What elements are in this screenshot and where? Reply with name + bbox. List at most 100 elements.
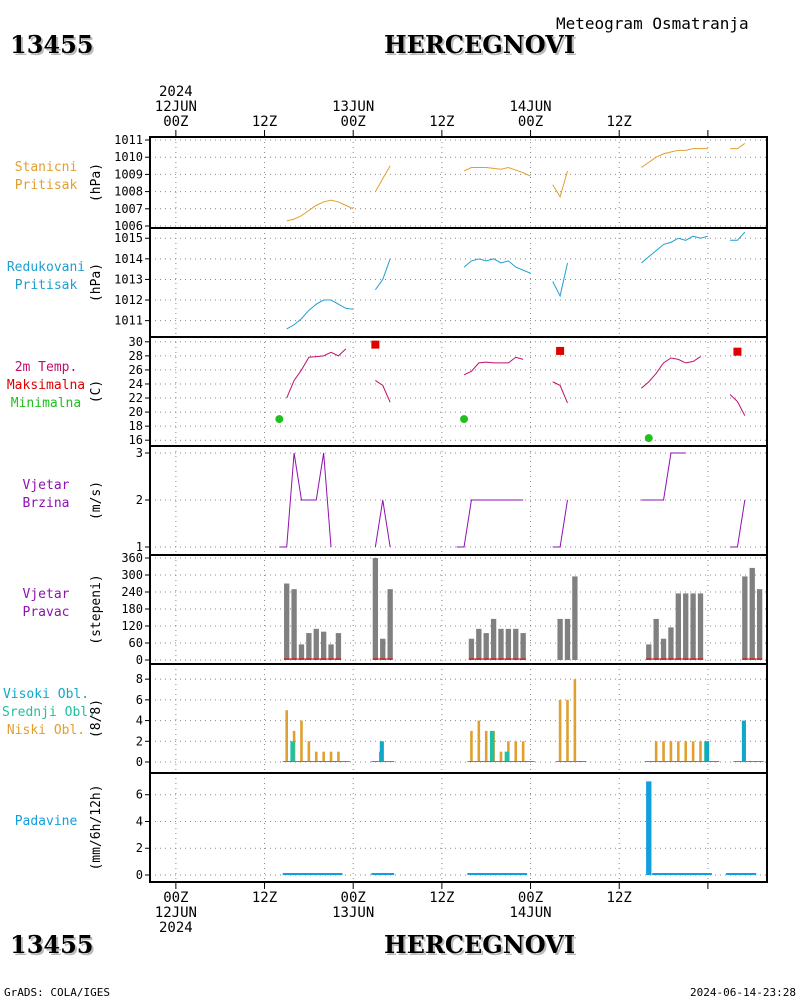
time-label: 00Z <box>517 114 544 130</box>
footer-station-name: HERCEGNOVI <box>384 930 576 959</box>
wind-direction-bar <box>668 627 674 660</box>
wind-direction-bar <box>498 628 504 660</box>
wind-direction-bar <box>683 593 689 660</box>
y-tick-label: 6 <box>136 788 143 802</box>
panel-label-temp: Minimalna <box>10 395 82 411</box>
panel-unit-precip: (mm/6h/12h) <box>89 784 104 870</box>
panel-clouds: 0 2 4 6 8 (8/8) <box>89 663 768 774</box>
wind-direction-bar <box>749 567 755 660</box>
y-tick-label: 6 <box>136 693 143 707</box>
y-tick-label: 30 <box>129 335 143 349</box>
panel-frame-clouds <box>149 663 768 774</box>
series-line-temp <box>552 381 568 404</box>
y-tick-label: 0 <box>136 755 143 769</box>
y-tick-label: 1006 <box>114 219 143 233</box>
panel-label-clouds: Srednji Obl. <box>2 704 96 720</box>
wind-direction-bar <box>298 644 305 660</box>
y-tick-label: 24 <box>129 377 143 391</box>
footer-timestamp: 2024-06-14-23:28 <box>690 986 796 999</box>
cloud-low-bar <box>484 730 488 762</box>
wind-direction-bar <box>653 618 659 660</box>
wind-direction-bar <box>697 593 704 660</box>
series-line-pressure <box>463 167 531 177</box>
cloud-low-bar <box>307 741 311 762</box>
time-label: 00Z <box>340 890 366 906</box>
time-label: 12Z <box>429 114 455 130</box>
panel-label-clouds: Niski Obl. <box>6 722 86 738</box>
cloud-mid-bar <box>290 741 295 762</box>
wind-direction-bar <box>742 576 748 660</box>
panel-label-wind_dir: Pravac <box>22 604 70 620</box>
cloud-low-bar <box>573 679 577 762</box>
panel-label-reduced: Redukovani <box>6 259 86 275</box>
wind-direction-bar <box>320 631 327 660</box>
panel-frame-pressure <box>149 136 768 229</box>
y-tick-label: 18 <box>129 419 143 433</box>
temp-min-marker <box>460 415 469 424</box>
wind-direction-bar <box>564 618 571 660</box>
time-label: 12Z <box>606 114 632 130</box>
panel-wind_dir: 0 60 120 180 240 300 360 (stepeni) <box>89 551 768 667</box>
wind-direction-bar <box>675 593 681 660</box>
y-tick-label: 4 <box>136 714 143 728</box>
time-label: 2024 <box>159 920 193 936</box>
temp-max-marker <box>371 340 380 349</box>
time-label: 12Z <box>251 114 278 130</box>
y-tick-label: 0 <box>136 653 143 667</box>
panel-unit-pressure: (hPa) <box>89 163 104 202</box>
series-line-temp <box>641 356 701 389</box>
cloud-low-bar <box>499 751 503 762</box>
y-tick-label: 1010 <box>114 150 143 164</box>
y-tick-label: 300 <box>121 568 143 582</box>
panel-label-temp: 2m Temp. <box>14 359 78 375</box>
panel-unit-clouds: (8/8) <box>89 699 104 738</box>
cloud-low-bar <box>566 699 569 762</box>
panel-label-precip: Padavine <box>14 813 78 829</box>
wind-direction-bar <box>291 589 297 660</box>
y-tick-label: 2 <box>136 493 143 507</box>
temp-min-marker <box>275 415 284 424</box>
y-tick-label: 22 <box>129 391 143 405</box>
cloud-mid-bar <box>489 730 495 762</box>
panel-label-clouds: Visoki Obl. <box>2 686 90 702</box>
y-tick-label: 1013 <box>114 272 143 286</box>
cloud-low-bar <box>285 710 288 762</box>
time-label: 00Z <box>340 114 366 130</box>
temp-min-marker <box>644 434 653 443</box>
panel-label-temp: Maksimalna <box>6 377 86 393</box>
panel-unit-wind_dir: (stepeni) <box>89 574 104 644</box>
y-tick-label: 1011 <box>114 133 143 147</box>
series-line-wind_speed <box>641 452 686 501</box>
series-line-reduced <box>286 299 354 330</box>
y-tick-label: 120 <box>121 619 143 633</box>
y-tick-label: 26 <box>129 363 143 377</box>
wind-direction-bar <box>306 633 312 660</box>
series-line-wind_speed <box>552 499 568 548</box>
wind-direction-bar <box>380 638 386 660</box>
wind-direction-bar <box>387 589 393 660</box>
wind-direction-bar <box>660 638 667 660</box>
cloud-low-bar <box>699 741 702 762</box>
panel-unit-reduced: (hPa) <box>89 263 104 302</box>
temp-max-marker <box>733 347 742 356</box>
panel-frame-precip <box>149 772 768 883</box>
cloud-high-bar <box>704 741 709 762</box>
station-id: 13455 <box>10 30 94 59</box>
cloud-low-bar <box>521 741 525 762</box>
time-label: 2024 <box>159 84 193 100</box>
y-tick-label: 4 <box>136 814 143 828</box>
series-line-wind_speed <box>456 499 524 548</box>
cloud-low-bar <box>514 741 518 762</box>
series-line-reduced <box>730 231 746 241</box>
series-line-temp <box>729 394 746 416</box>
wind-direction-bar <box>372 558 379 660</box>
cloud-low-bar <box>684 741 688 762</box>
y-tick-label: 1014 <box>114 252 143 266</box>
wind-direction-bar <box>490 618 497 660</box>
y-tick-label: 28 <box>129 349 143 363</box>
time-label: 12JUN <box>154 905 197 921</box>
y-tick-label: 1012 <box>114 293 143 307</box>
cloud-low-bar <box>507 741 510 762</box>
wind-direction-bar <box>756 589 763 660</box>
cloud-high-bar <box>379 741 384 762</box>
